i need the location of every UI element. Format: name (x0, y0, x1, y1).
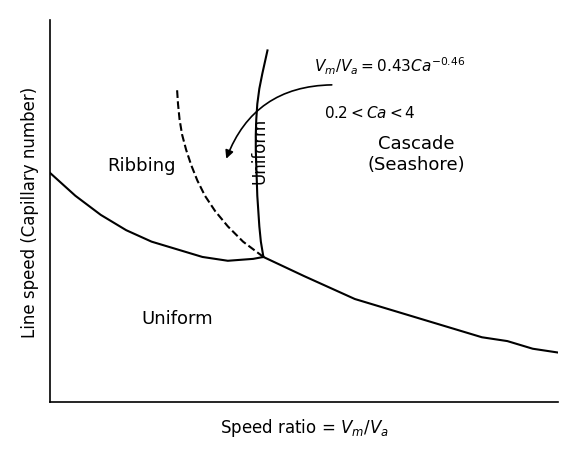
Text: Ribbing: Ribbing (107, 157, 175, 175)
Text: $V_m/V_a = 0.43Ca^{-0.46}$: $V_m/V_a = 0.43Ca^{-0.46}$ (314, 56, 466, 77)
X-axis label: Speed ratio = $V_m$/$V_a$: Speed ratio = $V_m$/$V_a$ (219, 416, 389, 438)
Text: Cascade
(Seashore): Cascade (Seashore) (367, 135, 465, 174)
Text: Uniform: Uniform (251, 118, 269, 184)
Text: Uniform: Uniform (141, 309, 213, 327)
Y-axis label: Line speed (Capillary number): Line speed (Capillary number) (21, 86, 39, 337)
Text: $0.2 < Ca < 4$: $0.2 < Ca < 4$ (324, 104, 416, 120)
